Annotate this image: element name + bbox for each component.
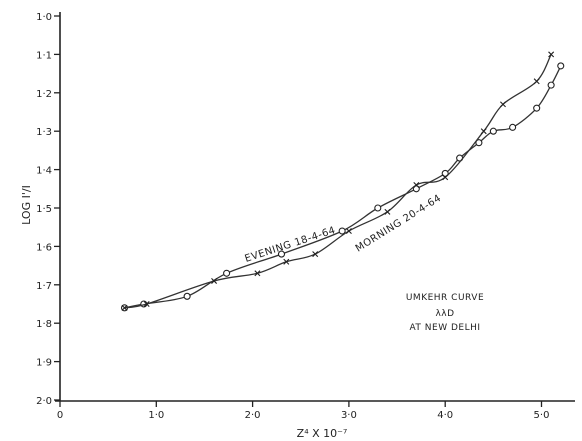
annotation-line-1: UMKEHR CURVE	[406, 293, 484, 303]
x-ticks: 0 1·0 2·0 3·0 4·0 5·0	[57, 401, 550, 421]
y-tick-label: 1·4	[36, 166, 52, 177]
y-tick-label: 1·1	[36, 50, 52, 61]
data-point	[548, 51, 555, 58]
data-point	[277, 250, 286, 258]
data-point	[143, 301, 150, 307]
data-point	[499, 101, 506, 108]
x-tick-label: 5·0	[534, 410, 550, 421]
x-tick-label: 3·0	[341, 410, 357, 421]
series-label-evening: EVENING 18-4-64	[244, 225, 338, 265]
y-tick-label: 1·5	[36, 204, 52, 215]
axes	[55, 12, 575, 402]
data-point	[183, 292, 191, 300]
y-tick-label: 1·8	[36, 319, 52, 330]
data-point	[223, 269, 231, 277]
data-point	[211, 277, 218, 284]
data-point	[121, 304, 128, 311]
data-point	[475, 139, 483, 147]
data-point	[338, 227, 346, 235]
data-point	[442, 174, 449, 181]
y-tick-label: 2·0	[36, 396, 52, 407]
data-point	[489, 127, 497, 135]
data-point	[557, 62, 565, 70]
data-point	[441, 169, 449, 177]
data-point	[384, 208, 391, 215]
series-line	[124, 54, 552, 309]
x-tick-label: 2·0	[245, 410, 261, 421]
x-tick-label: 1·0	[148, 410, 164, 421]
x-tick-label: 4·0	[437, 410, 453, 421]
data-point	[345, 228, 352, 235]
data-point	[312, 251, 319, 258]
data-point	[254, 270, 261, 277]
y-tick-label: 1·2	[36, 89, 52, 100]
series-evening	[120, 62, 565, 312]
data-point	[509, 123, 517, 131]
data-point	[533, 104, 541, 112]
data-point	[413, 181, 420, 188]
y-axis-title: LOG I'/I	[20, 185, 33, 225]
data-point	[412, 185, 420, 193]
x-axis-title: Z⁴ X 10⁻⁷	[297, 427, 348, 440]
y-tick-label: 1·9	[36, 358, 52, 369]
series-line	[124, 65, 562, 309]
series-morning	[121, 51, 555, 311]
y-tick-label: 1·3	[36, 127, 52, 138]
data-point	[374, 204, 382, 212]
data-point	[533, 78, 540, 85]
x-tick-label: 0	[57, 410, 63, 421]
y-ticks: 1·0 1·1 1·2 1·3 1·4 1·5 1·6 1·7 1·8 1·9 2·0	[36, 12, 60, 407]
annotation-line-3: AT NEW DELHI	[409, 323, 480, 333]
data-point	[480, 128, 487, 135]
annotation-box: UMKEHR CURVE λλD AT NEW DELHI	[406, 293, 484, 333]
data-point	[547, 81, 555, 89]
y-tick-label: 1·7	[36, 281, 52, 292]
y-tick-label: 1·6	[36, 242, 52, 253]
annotation-line-2: λλD	[435, 309, 454, 319]
y-tick-label: 1·0	[36, 12, 52, 23]
data-point	[283, 258, 290, 265]
